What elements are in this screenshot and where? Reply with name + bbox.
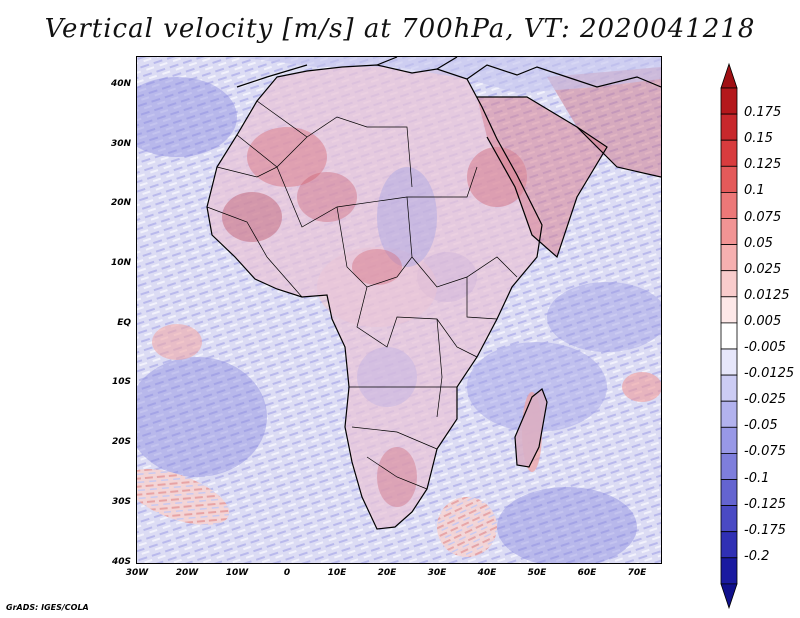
colorbar-box [720,531,738,559]
grads-credit: GrADS: IGES/COLA [6,603,89,612]
colorbar-box [720,139,738,167]
lon-label: 20E [377,568,397,578]
colorbar-level-label: 0.025 [744,261,782,277]
colorbar-level-label: -0.175 [744,522,786,538]
lat-label: 40S [111,557,131,567]
colorbar-level-label: 0.125 [744,157,782,173]
lat-label: EQ [117,318,131,328]
map-title: Vertical velocity [m/s] at 700hPa, VT: 2… [44,14,756,44]
colorbar-box [720,452,738,480]
colorbar-level-label: 0.1 [744,183,765,199]
lat-label: 20S [111,437,131,447]
lat-label: 40N [110,79,131,89]
lat-label: 10N [110,258,131,268]
colorbar-box [720,296,738,324]
colorbar-box [720,191,738,219]
colorbar-box [720,322,738,350]
lon-label: 30E [427,568,447,578]
colorbar-box [720,244,738,272]
lon-label: 10W [225,568,249,578]
colorbar-level-label: -0.005 [744,340,786,355]
lat-label: 30N [110,139,131,149]
colorbar-level-label: -0.0125 [744,366,795,382]
lon-label: 60E [577,568,597,578]
colorbar-level-label: -0.125 [744,496,786,512]
colorbar-box [720,557,738,585]
colorbar-level-label: 0.175 [744,105,782,121]
colorbar-box [720,426,738,454]
colorbar-box [720,87,738,115]
lon-label: 30W [125,568,149,578]
colorbar-level-label: 0.0125 [744,287,790,303]
lon-label: 40E [477,568,497,578]
lon-label: 70E [627,568,647,578]
colorbar-box [720,113,738,141]
colorbar-level-label: 0.05 [744,235,773,251]
colorbar-box [720,505,738,533]
vertical-velocity-field [137,57,661,563]
colorbar-level-label: 0.075 [744,209,782,225]
colorbar-box [720,165,738,193]
colorbar-level-label: -0.1 [744,470,770,486]
lat-label: 30S [111,497,131,507]
colorbar-level-label: 0.005 [744,313,782,329]
colorbar-box [720,348,738,376]
coastline [206,57,661,530]
colorbar-box [720,400,738,428]
colorbar-box [720,218,738,246]
colorbar-level-label: -0.075 [744,444,786,460]
colorbar-level-label: -0.2 [744,548,770,564]
colorbar-level-label: 0.15 [744,131,773,147]
colorbar-level-label: -0.025 [744,392,786,408]
lat-label: 20N [110,198,131,208]
colorbar-top-arrow [720,62,738,89]
colorbar-level-label: -0.05 [744,418,778,434]
lon-label: 20W [175,568,199,578]
colorbar-box [720,479,738,507]
colorbar-box [720,374,738,402]
lat-label: 10S [111,377,131,387]
country-borders [206,100,518,490]
lon-label: 10E [327,568,347,578]
map-panel [136,56,662,564]
lon-label: 50E [527,568,547,578]
colorbar-bottom-arrow [720,583,738,610]
lon-label: 0 [283,568,291,578]
colorbar-box [720,270,738,298]
